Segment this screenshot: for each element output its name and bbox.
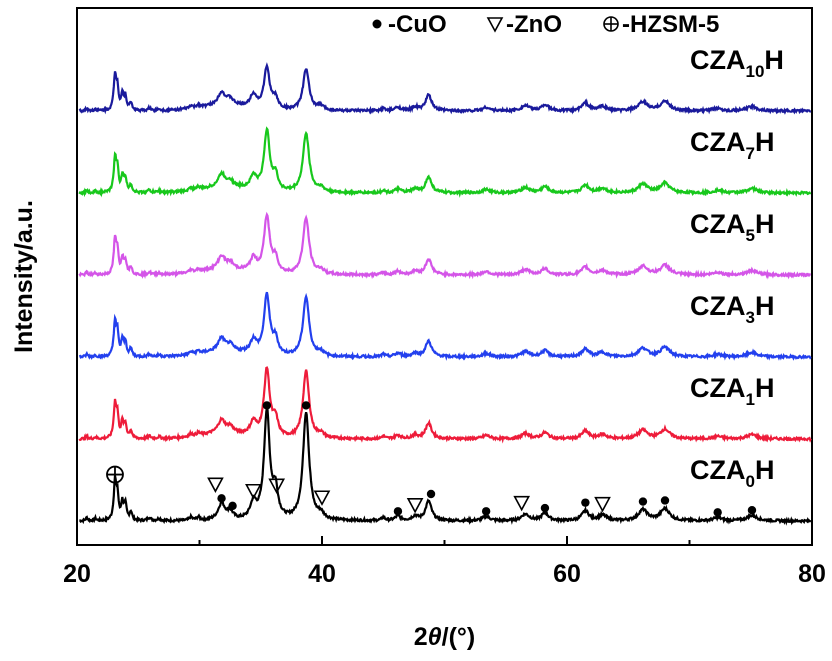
- zno-peak-marker: [207, 477, 224, 493]
- zno-peak-marker: [406, 498, 424, 514]
- series-label-0: CZA0H: [690, 455, 774, 491]
- cuo-peak-marker: [262, 401, 272, 410]
- xrd-trace-10: [78, 62, 812, 115]
- series-labels: CZA0H CZA1H CZA3H CZA5H CZA7H CZA10H: [690, 45, 784, 491]
- cuo-peak-marker: [638, 497, 648, 506]
- axes-text: 20 40 60 80 2θ/(°) Intensity/a.u.: [10, 200, 826, 651]
- zno-peak-marker: [513, 495, 531, 512]
- xrd-trace-5: [78, 211, 811, 280]
- plot-frame: [76, 7, 813, 546]
- cuo-peak-marker: [747, 506, 757, 515]
- cuo-peak-marker: [713, 508, 722, 517]
- cuo-peak-marker: [217, 494, 226, 503]
- cuo-peak-marker: [581, 498, 590, 507]
- x-axis-label: 2θ/(°): [414, 623, 475, 651]
- x-tick-label: 20: [63, 560, 91, 588]
- legend-zno-marker: [486, 17, 504, 33]
- x-tick-label: 80: [798, 560, 826, 588]
- legend-label: -HZSM-5: [622, 11, 719, 38]
- series-label-3: CZA3H: [690, 291, 774, 327]
- zno-peak-marker: [313, 490, 331, 506]
- y-axis-label: Intensity/a.u.: [10, 200, 38, 353]
- series-label-5: CZA5H: [690, 209, 774, 245]
- cuo-peak-marker: [426, 489, 436, 499]
- legend-label: -CuO: [388, 11, 447, 38]
- cuo-peak-marker: [481, 507, 491, 516]
- zno-peak-marker: [268, 478, 286, 495]
- cuo-peak-marker: [301, 401, 311, 410]
- xrd-trace-0: [79, 404, 812, 526]
- series-label-10: CZA10H: [690, 45, 784, 81]
- cuo-peak-marker: [393, 507, 403, 516]
- xrd-trace-3: [78, 291, 812, 361]
- x-tick-label: 40: [308, 560, 336, 588]
- series-label-1: CZA1H: [690, 373, 774, 409]
- zno-peak-marker: [594, 496, 611, 513]
- cuo-peak-marker: [228, 501, 237, 511]
- zno-peak-marker: [245, 483, 262, 500]
- x-tick-label: 60: [553, 560, 581, 588]
- xrd-trace-1: [78, 366, 812, 444]
- phase-legend: -CuO -ZnO -HZSM-5: [372, 11, 719, 38]
- xrd-trace-7: [78, 126, 812, 198]
- cuo-peak-marker: [660, 496, 670, 505]
- cuo-peak-marker: [540, 503, 550, 513]
- xrd-traces: [78, 62, 812, 526]
- legend-label: -ZnO: [506, 11, 562, 38]
- series-label-7: CZA7H: [690, 127, 774, 163]
- peak-annotations: [106, 401, 757, 517]
- legend-cuo-marker: [372, 19, 382, 29]
